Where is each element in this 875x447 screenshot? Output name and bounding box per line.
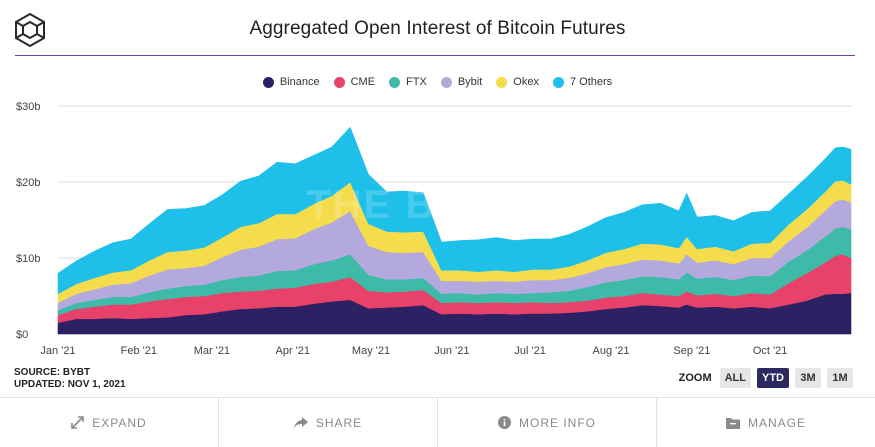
- share-button[interactable]: SHARE: [219, 398, 438, 447]
- cube-logo-icon: [15, 12, 45, 48]
- manage-button[interactable]: MANAGE: [657, 398, 875, 447]
- y-tick-label: $30b: [16, 101, 40, 113]
- x-tick-label: Aug '21: [593, 345, 630, 357]
- expand-button[interactable]: EXPAND: [0, 398, 219, 447]
- zoom-1m-button[interactable]: 1M: [827, 368, 853, 388]
- y-tick-label: $0: [16, 329, 28, 341]
- legend-label: CME: [350, 76, 376, 88]
- zoom-all-button[interactable]: ALL: [719, 368, 751, 388]
- share-label: SHARE: [315, 415, 363, 430]
- info-icon: [498, 416, 511, 429]
- legend-item-7-others[interactable]: 7 Others: [552, 76, 613, 88]
- legend-label: Bybit: [457, 76, 483, 88]
- legend-label: FTX: [406, 76, 427, 88]
- legend-item-ftx[interactable]: FTX: [389, 76, 427, 88]
- zoom-ytd-button[interactable]: YTD: [757, 368, 789, 388]
- legend-swatch: [440, 76, 452, 88]
- x-tick-label: Apr '21: [276, 345, 311, 357]
- x-tick-label: Jul '21: [514, 345, 545, 357]
- x-tick-label: Feb '21: [121, 345, 157, 357]
- legend-swatch: [389, 76, 401, 88]
- stacked-area-chart: THE BLOCK $0 $10b $20b $30b Jan '21 Feb '21 Mar…: [16, 101, 852, 357]
- zoom-controls: ZOOM ALL YTD 3M 1M: [679, 368, 853, 388]
- x-tick-label: Sep '21: [673, 345, 710, 357]
- expand-label: EXPAND: [92, 415, 147, 430]
- area-series-7-others[interactable]: [57, 126, 852, 295]
- x-tick-label: May '21: [352, 345, 390, 357]
- x-tick-label: Mar '21: [194, 345, 230, 357]
- footer-actions: EXPAND SHARE MORE INFO MANAGE: [0, 397, 875, 447]
- legend-item-okex[interactable]: Okex: [496, 76, 539, 88]
- legend-label: 7 Others: [569, 76, 613, 88]
- legend-item-cme[interactable]: CME: [333, 76, 376, 88]
- legend-swatch: [496, 76, 508, 88]
- zoom-label: ZOOM: [678, 372, 712, 384]
- more-info-label: MORE INFO: [519, 415, 596, 430]
- legend-item-binance[interactable]: Binance: [262, 76, 320, 88]
- source-info: SOURCE: BYBT UPDATED: NOV 1, 2021: [14, 367, 126, 391]
- legend-label: Okex: [513, 76, 539, 88]
- x-tick-label: Jan '21: [40, 345, 75, 357]
- x-tick-label: Jun '21: [434, 345, 469, 357]
- folder-icon: [725, 417, 740, 429]
- legend-swatch: [333, 76, 345, 88]
- watermark: THE BLOCK: [306, 183, 557, 227]
- legend-item-bybit[interactable]: Bybit: [440, 76, 483, 88]
- source-label: SOURCE: BYBT: [14, 367, 91, 378]
- y-tick-label: $20b: [16, 177, 40, 189]
- more-info-button[interactable]: MORE INFO: [438, 398, 657, 447]
- chart-legend: Binance CME FTX Bybit Okex 7 Others: [0, 76, 875, 88]
- legend-label: Binance: [279, 76, 320, 88]
- legend-swatch: [552, 76, 564, 88]
- expand-arrows-icon: [71, 416, 85, 429]
- share-arrow-icon: [293, 416, 308, 428]
- x-tick-label: Oct '21: [753, 345, 788, 357]
- chart-title: Aggregated Open Interest of Bitcoin Futu…: [249, 18, 626, 39]
- updated-label: UPDATED: NOV 1, 2021: [14, 379, 126, 390]
- manage-label: MANAGE: [747, 415, 806, 430]
- y-tick-label: $10b: [16, 253, 40, 265]
- legend-swatch: [262, 76, 274, 88]
- zoom-3m-button[interactable]: 3M: [795, 368, 821, 388]
- title-divider: [15, 55, 855, 56]
